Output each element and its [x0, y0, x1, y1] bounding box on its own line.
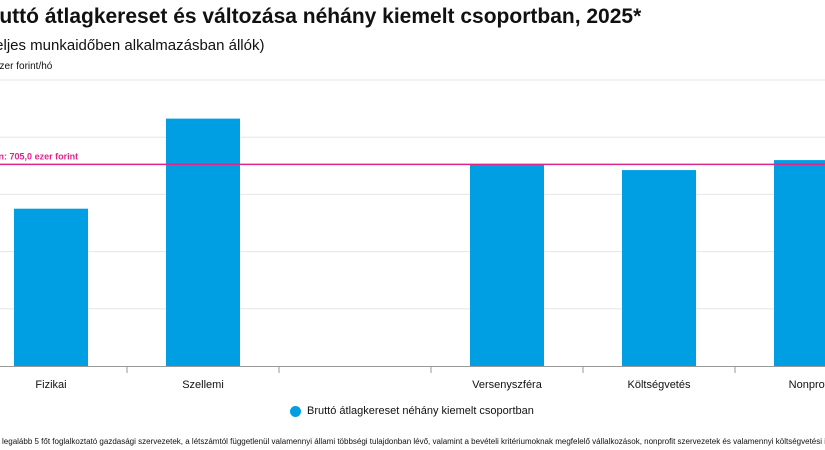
- bar: [14, 208, 88, 366]
- legend-swatch: [290, 405, 301, 417]
- bar: [622, 170, 696, 366]
- legend-label: Bruttó átlagkereset néhány kiemelt csopo…: [307, 405, 534, 417]
- bar: [774, 160, 825, 366]
- x-tick-label: Szellemi: [182, 379, 224, 391]
- bar: [166, 118, 240, 366]
- x-tick-label: Költségvetés: [628, 379, 691, 391]
- chart-subtitle: (teljes munkaidőben alkalmazásban állók): [0, 37, 265, 54]
- x-tick-label: Nonprofit: [789, 379, 825, 391]
- legend[interactable]: Bruttó átlagkereset néhány kiemelt csopo…: [290, 405, 534, 417]
- footnote: * A legalább 5 főt foglalkoztató gazdasá…: [0, 437, 825, 446]
- bar: [470, 164, 544, 366]
- chart-title: Bruttó átlagkereset és változása néhány …: [0, 5, 642, 28]
- unit-label: ezer forint/hó: [0, 61, 53, 72]
- x-tick-label: Fizikai: [35, 379, 66, 391]
- reference-line-label: Nemzetgazdaság összesen: 705,0 ezer fori…: [0, 151, 78, 161]
- x-tick-label: Versenyszféra: [472, 379, 543, 391]
